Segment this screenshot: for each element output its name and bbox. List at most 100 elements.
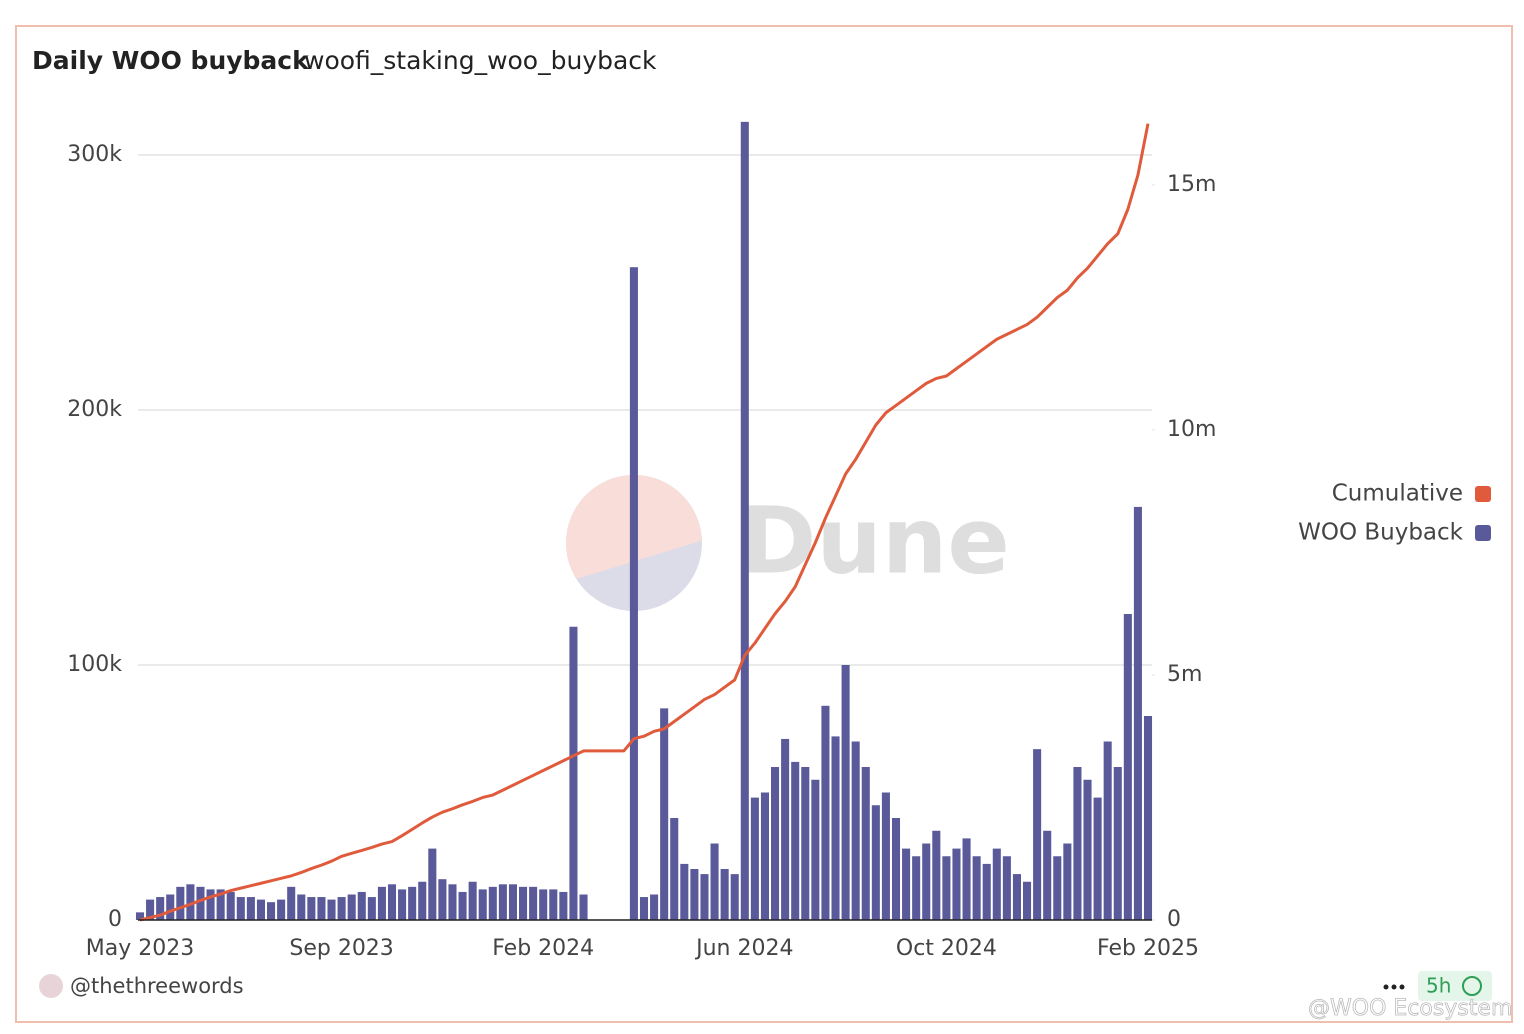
author[interactable]: @thethreewords (70, 974, 244, 998)
y2-tick-label: 0 (1167, 907, 1181, 932)
menu[interactable] (1383, 984, 1405, 990)
bar (801, 767, 810, 920)
bar (377, 886, 386, 920)
bar (267, 902, 276, 920)
bar (690, 869, 699, 920)
bar (297, 894, 306, 920)
bar (428, 848, 437, 920)
bar (740, 121, 749, 921)
bar (871, 805, 880, 920)
chart-subtitle: woofi_staking_woo_buyback (304, 46, 657, 75)
bar (881, 792, 890, 920)
bar (760, 792, 769, 920)
age-badge (1418, 971, 1492, 1001)
bar (367, 897, 376, 920)
bar (236, 897, 245, 920)
bar (1093, 797, 1102, 920)
bar (1113, 767, 1122, 920)
bar (781, 738, 790, 920)
x-tick-label: Jun 2024 (694, 936, 793, 961)
bar (1002, 856, 1011, 920)
bar (539, 889, 548, 920)
bar (579, 894, 588, 920)
bar (650, 894, 659, 920)
bar (670, 818, 679, 920)
bar (680, 863, 689, 920)
bar (841, 665, 850, 920)
y2-tick-label: 15m (1167, 172, 1216, 197)
bar (730, 874, 739, 920)
bar (226, 891, 235, 920)
bar (771, 767, 780, 920)
watermark: Dune (740, 487, 1010, 594)
bar (1073, 767, 1082, 920)
bar (327, 899, 336, 920)
x-tick-label: Sep 2023 (289, 936, 393, 961)
bar (246, 897, 255, 920)
avatar (39, 974, 63, 998)
bar (549, 889, 558, 920)
legend-swatch (1475, 525, 1491, 541)
chart-title: Daily WOO buyback (32, 46, 310, 75)
x-tick-label: Feb 2024 (492, 936, 594, 961)
y-tick-label: 200k (67, 397, 122, 422)
bar (922, 843, 931, 920)
y-tick-label: 100k (67, 652, 122, 677)
x-tick-label: Oct 2024 (896, 936, 997, 961)
bar (1133, 506, 1142, 920)
bar (942, 856, 951, 920)
x-tick-label: Feb 2025 (1097, 936, 1199, 961)
bar (1053, 856, 1062, 920)
bar (660, 708, 669, 920)
bar (1033, 749, 1042, 920)
bar (216, 889, 225, 920)
bar (1012, 874, 1021, 920)
bar (458, 891, 467, 920)
bar (700, 874, 709, 920)
bar (156, 897, 165, 920)
bar (932, 830, 941, 920)
bar (478, 889, 487, 920)
bar (559, 891, 568, 920)
bar (287, 886, 296, 920)
bar (629, 267, 638, 920)
bar (1043, 830, 1052, 920)
bar (891, 818, 901, 920)
legend-label: WOO Buyback (1298, 520, 1464, 546)
x-tick-label: May 2023 (86, 936, 194, 961)
bar (256, 899, 265, 920)
bar (307, 897, 316, 920)
bar (982, 863, 991, 920)
bar (912, 856, 921, 920)
bar (277, 899, 286, 920)
legend-swatch (1475, 486, 1491, 502)
bar (337, 897, 346, 920)
bar (811, 779, 820, 920)
bar (720, 869, 729, 920)
bar (962, 838, 971, 920)
bar (831, 736, 840, 920)
bar (821, 705, 830, 920)
y2-tick-label: 10m (1167, 417, 1216, 442)
bar (186, 884, 195, 920)
legend-label: Cumulative (1332, 481, 1463, 507)
bar (1143, 716, 1153, 920)
bar (398, 889, 407, 920)
bar (569, 626, 578, 920)
bar (206, 889, 215, 920)
line (139, 123, 1150, 922)
bar (1103, 741, 1112, 920)
bar (1023, 881, 1032, 920)
bar (498, 884, 507, 920)
y-tick-label: 0 (108, 907, 122, 932)
bar (196, 886, 205, 920)
bar (791, 761, 800, 920)
overlay-watermark: @WOO Ecosystem (1308, 996, 1512, 1021)
bar (135, 912, 145, 920)
y2-tick-label: 5m (1167, 662, 1202, 687)
bar (508, 884, 517, 920)
bar (1083, 779, 1092, 920)
bar (448, 884, 457, 920)
bar (750, 797, 759, 920)
